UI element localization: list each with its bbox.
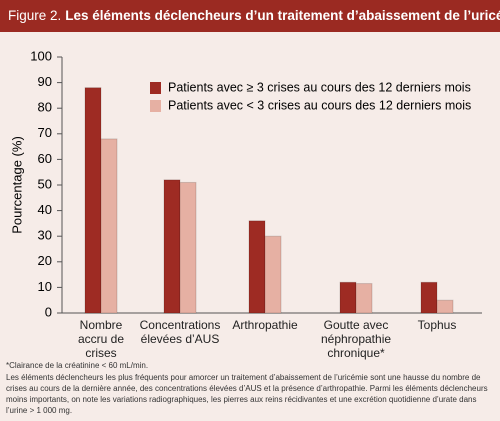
bar <box>420 281 438 314</box>
x-tick-label: Goutte avec néphropathie chronique* <box>320 318 392 360</box>
bar <box>264 235 282 314</box>
chart-title: Les éléments déclencheurs d’un traitemen… <box>65 8 500 23</box>
bar <box>436 299 454 314</box>
y-axis-label: Pourcentage (%) <box>9 136 24 234</box>
legend-swatch <box>150 100 161 112</box>
y-tick-label: 60 <box>38 151 52 166</box>
caption: Les éléments déclencheurs les plus fréqu… <box>6 373 488 415</box>
bar <box>84 87 102 314</box>
figure-label: Figure 2. <box>8 8 62 23</box>
y-tick-label: 90 <box>38 74 52 89</box>
bar <box>100 138 118 314</box>
y-tick-label: 20 <box>38 253 52 268</box>
x-tick-label: Arthropathie <box>232 318 298 332</box>
bar <box>163 179 181 314</box>
y-tick-label: 70 <box>38 125 52 140</box>
x-tick-label: Concentrations élevées d’AUS <box>139 318 221 346</box>
legend-label: Patients avec < 3 crises au cours des 12… <box>168 98 471 112</box>
header: Figure 2. Les éléments déclencheurs d’un … <box>0 0 500 32</box>
bar <box>248 220 266 314</box>
y-tick-label: 50 <box>38 176 52 191</box>
y-tick-label: 0 <box>45 304 52 319</box>
y-tick-label: 10 <box>38 279 52 294</box>
legend-label: Patients avec ≥ 3 crises au cours des 12… <box>168 80 471 94</box>
x-tick-label: Tophus <box>417 318 457 332</box>
x-tick-label: Nombre accru de crises <box>77 318 125 360</box>
y-tick-label: 30 <box>38 228 52 243</box>
bar <box>179 181 197 314</box>
bar <box>339 281 357 314</box>
y-tick-label: 40 <box>38 202 52 217</box>
bar <box>355 283 373 314</box>
footnote: *Clairance de la créatinine < 60 mL/min. <box>6 361 149 370</box>
y-tick-label: 100 <box>30 48 52 63</box>
y-tick-label: 80 <box>38 100 52 115</box>
legend-swatch <box>150 82 161 94</box>
